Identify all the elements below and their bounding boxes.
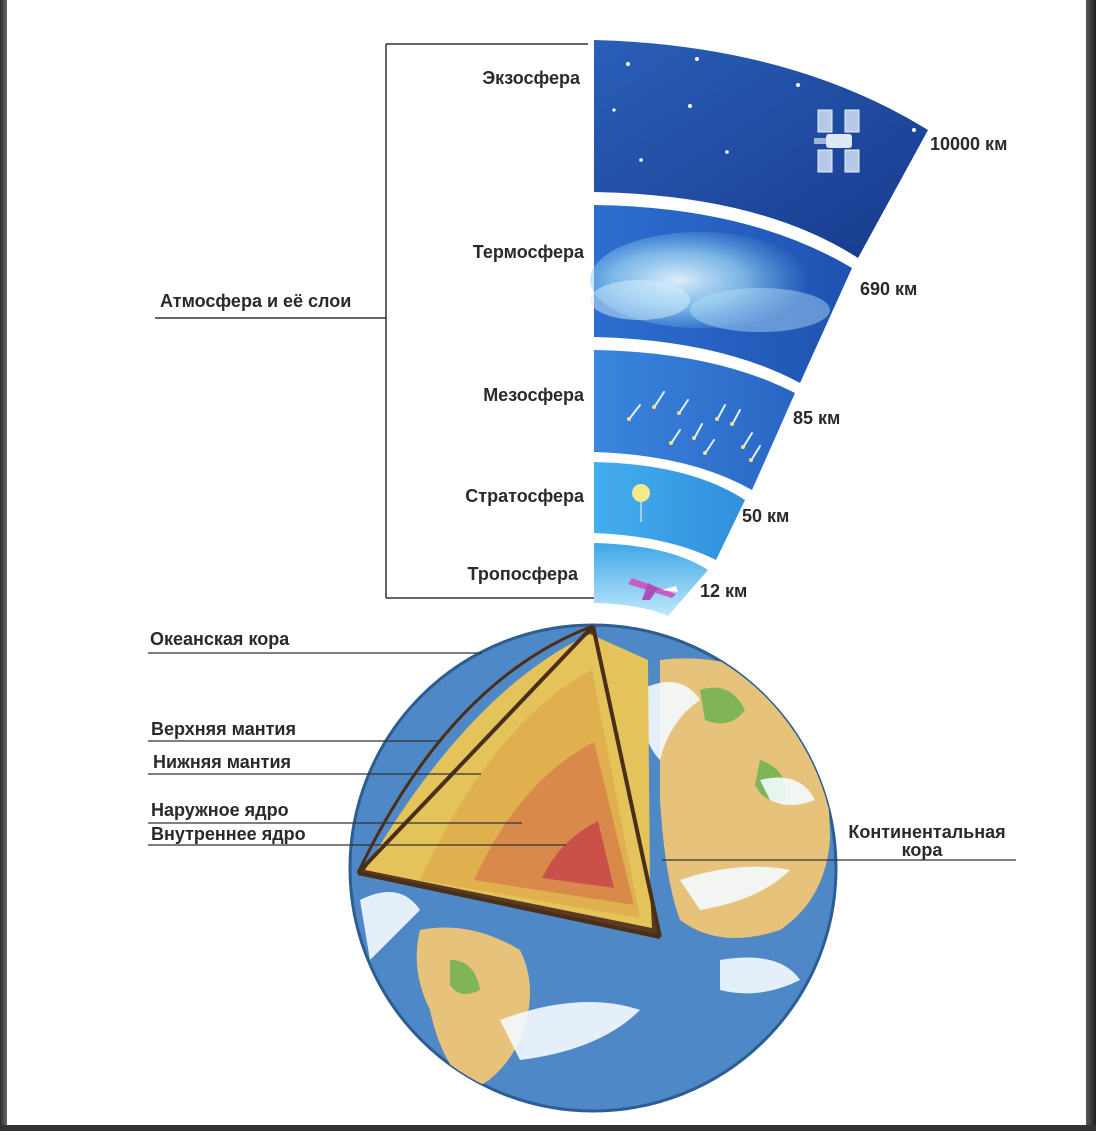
layer-label-troposphere: Тропосфера — [468, 564, 579, 584]
label-upper-mantle: Верхняя мантия — [151, 719, 296, 739]
atmosphere-wedge — [590, 40, 928, 616]
label-continental-crust-line2: кора — [902, 840, 944, 860]
atmosphere-bracket — [155, 43, 594, 599]
stratosphere-layer — [594, 462, 745, 560]
earth-cutaway — [356, 624, 662, 939]
meteor-heads — [627, 405, 753, 462]
mesosphere-layer — [594, 350, 795, 490]
satellite-icon — [814, 109, 860, 173]
aurora-decoration — [590, 232, 830, 332]
altitude-stratosphere: 50 км — [742, 506, 789, 526]
label-oceanic-crust: Океанская кора — [150, 629, 290, 649]
earth-globe — [348, 623, 838, 1113]
layer-label-exosphere: Экзосфера — [482, 68, 581, 88]
window-edge-bottom — [0, 1125, 1096, 1131]
altitude-exosphere: 10000 км — [930, 134, 1007, 154]
window-edge-left — [0, 0, 7, 1131]
stars-decoration — [612, 57, 916, 162]
layer-label-thermosphere: Термосфера — [473, 242, 585, 262]
weather-balloon-icon — [632, 484, 650, 522]
atmosphere-group-label: Атмосфера и её слои — [160, 291, 351, 311]
continent-africa — [660, 658, 830, 938]
layer-label-mesosphere: Мезосфера — [483, 385, 585, 405]
altitude-mesosphere: 85 км — [793, 408, 840, 428]
troposphere-layer — [594, 543, 708, 616]
layer-label-stratosphere: Стратосфера — [465, 486, 585, 506]
label-outer-core: Наружное ядро — [151, 800, 289, 820]
earth-leader-lines — [148, 652, 1016, 861]
label-inner-core: Внутреннее ядро — [151, 824, 306, 844]
exosphere-layer — [594, 40, 928, 258]
meteors-decoration — [629, 391, 761, 460]
label-lower-mantle: Нижняя мантия — [153, 752, 291, 772]
window-edge-right — [1086, 0, 1096, 1131]
clouds-decoration — [360, 682, 815, 1060]
altitude-thermosphere: 690 км — [860, 279, 917, 299]
altitude-troposphere: 12 км — [700, 581, 747, 601]
inner-core-section — [542, 821, 614, 888]
label-continental-crust-line1: Континентальная — [848, 822, 1005, 842]
continent-south-america — [416, 927, 530, 1090]
airplane-icon — [628, 578, 678, 600]
